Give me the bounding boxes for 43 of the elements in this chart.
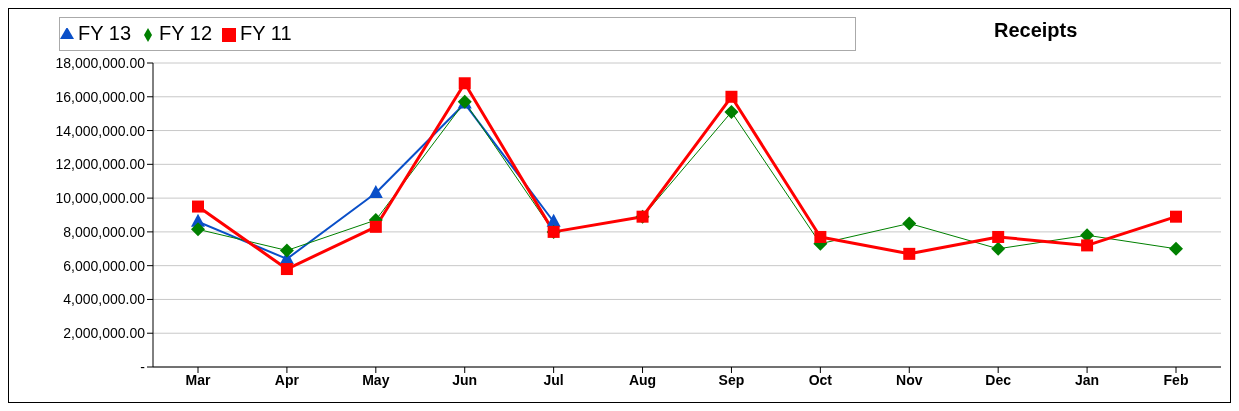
point — [725, 90, 738, 103]
point — [902, 216, 917, 231]
point — [1081, 239, 1094, 252]
point — [191, 222, 205, 237]
point — [814, 230, 827, 243]
point — [992, 230, 1005, 243]
x-tick-label: Jun — [452, 371, 478, 388]
x-tick-label: Feb — [1163, 371, 1189, 388]
chart-title: Receipts — [994, 19, 1078, 42]
point — [369, 220, 382, 233]
x-tick-label: Apr — [274, 371, 300, 388]
x-tick-label: May — [362, 371, 390, 388]
x-tick-label: Dec — [985, 371, 1012, 388]
y-tick-label: 12,000,000.00 — [55, 156, 146, 173]
legend-label: FY 13 — [78, 22, 131, 44]
x-tick-label: Sep — [718, 371, 745, 388]
y-tick-label: 16,000,000.00 — [55, 88, 146, 105]
y-tick-label: 2,000,000.00 — [63, 325, 146, 342]
y-tick-label: 18,000,000.00 — [55, 54, 146, 71]
y-tick-label: 4,000,000.00 — [63, 291, 146, 308]
x-tick-label: Aug — [628, 371, 657, 388]
point — [903, 247, 916, 260]
y-tick-label: 14,000,000.00 — [55, 122, 146, 139]
point — [368, 185, 383, 199]
y-tick-label: 6,000,000.00 — [63, 257, 146, 274]
x-tick-label: Oct — [808, 371, 833, 388]
x-tick-label: Jul — [543, 371, 564, 388]
point — [1169, 241, 1183, 256]
point — [279, 243, 294, 258]
x-tick-label: Jan — [1075, 371, 1100, 388]
y-tick-label: 8,000,000.00 — [63, 223, 146, 240]
y-tick-label: 10,000,000.00 — [55, 190, 146, 207]
point — [280, 263, 293, 276]
point — [192, 200, 204, 213]
point — [724, 104, 739, 119]
point — [1170, 210, 1182, 223]
x-tick-label: Nov — [896, 371, 923, 388]
legend-label: FY 12 — [159, 22, 212, 44]
point — [458, 77, 471, 90]
y-tick-label: - — [140, 358, 146, 375]
legend-label: FY 11 — [240, 22, 292, 44]
x-tick-label: Mar — [185, 371, 211, 388]
point — [991, 241, 1006, 256]
